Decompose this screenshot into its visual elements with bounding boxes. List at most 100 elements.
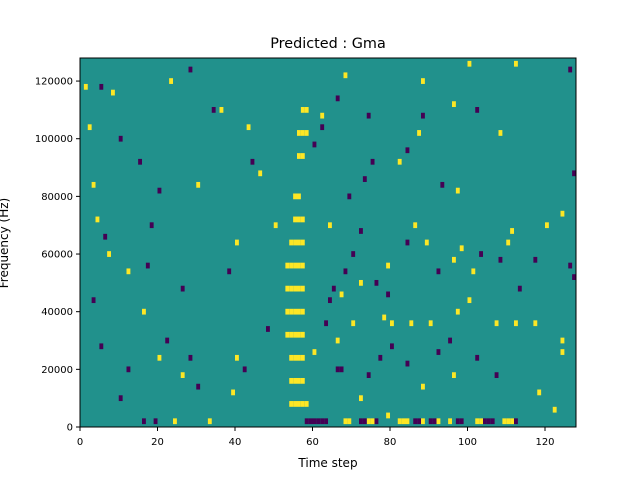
heatmap-cell [490, 418, 495, 425]
heatmap-cell [382, 314, 387, 321]
heatmap-cell [452, 256, 456, 263]
heatmap-cell [572, 170, 577, 177]
heatmap-cell [386, 412, 391, 419]
heatmap-cell [479, 251, 484, 257]
heatmap-cell [560, 349, 565, 355]
heatmap-cell [173, 418, 177, 425]
heatmap-cell [370, 158, 375, 165]
heatmap-cell [324, 320, 329, 327]
heatmap-cell [293, 262, 298, 269]
heatmap-cell [362, 176, 367, 182]
heatmap-cell [293, 239, 298, 246]
heatmap-cell [475, 418, 480, 425]
heatmap-cell [467, 297, 472, 304]
heatmap-cell [510, 418, 515, 425]
heatmap-cell [440, 181, 445, 188]
x-tick-label: 60 [306, 437, 319, 448]
heatmap-cell [219, 107, 224, 113]
heatmap-cell [312, 418, 317, 425]
heatmap-cell [242, 366, 247, 373]
heatmap-cell [289, 401, 294, 407]
heatmap-cell [328, 297, 332, 304]
y-tick-label: 20000 [41, 365, 73, 376]
heatmap-cell [235, 354, 239, 361]
heatmap-cell [293, 216, 298, 223]
chart-title: Predicted : Gma [270, 36, 386, 52]
heatmap-cell [273, 222, 278, 229]
heatmap-cell [483, 418, 487, 425]
heatmap-cell [87, 124, 92, 131]
heatmap-cell [471, 268, 476, 275]
heatmap-cell [331, 285, 336, 292]
plot-background [80, 58, 576, 427]
heatmap-cell [118, 135, 123, 142]
heatmap-cell [421, 383, 425, 390]
heatmap-cell [312, 349, 317, 355]
heatmap-cell [351, 251, 356, 257]
heatmap-cell [324, 418, 329, 425]
heatmap-cell [401, 418, 406, 425]
heatmap-cell [320, 124, 325, 131]
heatmap-cell [289, 262, 294, 269]
heatmap-cell [300, 285, 305, 292]
heatmap-cell [316, 418, 321, 425]
heatmap-cell [300, 107, 305, 113]
heatmap-cell [514, 60, 518, 67]
x-axis-label: Time step [297, 456, 357, 470]
heatmap-cell [304, 418, 309, 425]
heatmap-cell [258, 170, 263, 177]
heatmap-cell [417, 130, 422, 136]
heatmap-cell [227, 268, 232, 275]
heatmap-cell [343, 72, 348, 79]
heatmap-cell [304, 107, 309, 113]
heatmap-cell [308, 418, 313, 425]
heatmap-cell [405, 239, 410, 246]
heatmap-cell [390, 320, 394, 327]
heatmap-cell [196, 181, 201, 188]
y-tick-label: 120000 [35, 77, 73, 88]
heatmap-cell [335, 95, 340, 102]
heatmap-cell [405, 418, 410, 425]
heatmap-cell [347, 418, 352, 425]
heatmap-cell [188, 66, 193, 73]
heatmap-cell [142, 418, 146, 425]
heatmap-cell [300, 130, 305, 136]
x-tick-label: 80 [384, 437, 397, 448]
heatmap-cell [506, 418, 511, 425]
heatmap-cell [428, 418, 433, 425]
heatmap-cell [424, 239, 429, 246]
heatmap-cells [83, 60, 577, 425]
plot-area [79, 57, 577, 428]
heatmap-cell [421, 78, 425, 84]
heatmap-cell [452, 372, 456, 378]
heatmap-cell [180, 285, 185, 292]
heatmap-cell [157, 187, 162, 194]
heatmap-cell [149, 222, 154, 229]
heatmap-cell [320, 418, 325, 425]
heatmap-cell [533, 320, 538, 327]
heatmap-cell [467, 60, 472, 67]
heatmap-cell [572, 274, 577, 280]
x-tick-label: 0 [77, 437, 83, 448]
heatmap-cell [366, 112, 371, 119]
x-tick-label: 40 [229, 437, 242, 448]
heatmap-cell [370, 418, 375, 425]
heatmap-cell [374, 279, 379, 286]
heatmap-cell [568, 66, 573, 73]
heatmap-cell [188, 354, 193, 361]
y-axis-label: Frequency (Hz) [0, 198, 11, 289]
heatmap-cell [455, 187, 460, 194]
heatmap-cell [359, 395, 363, 402]
heatmap-cell [300, 262, 305, 269]
heatmap-cell [409, 320, 414, 327]
heatmap-cell [413, 222, 418, 229]
heatmap-cell [304, 130, 309, 136]
heatmap-cell [436, 418, 441, 425]
heatmap-cell [169, 78, 174, 84]
heatmap-cell [300, 401, 305, 407]
heatmap-cell [486, 418, 491, 425]
heatmap-cell [297, 239, 301, 246]
heatmap-cell [351, 320, 356, 327]
heatmap-cell [246, 124, 251, 131]
heatmap-cell [374, 418, 379, 425]
